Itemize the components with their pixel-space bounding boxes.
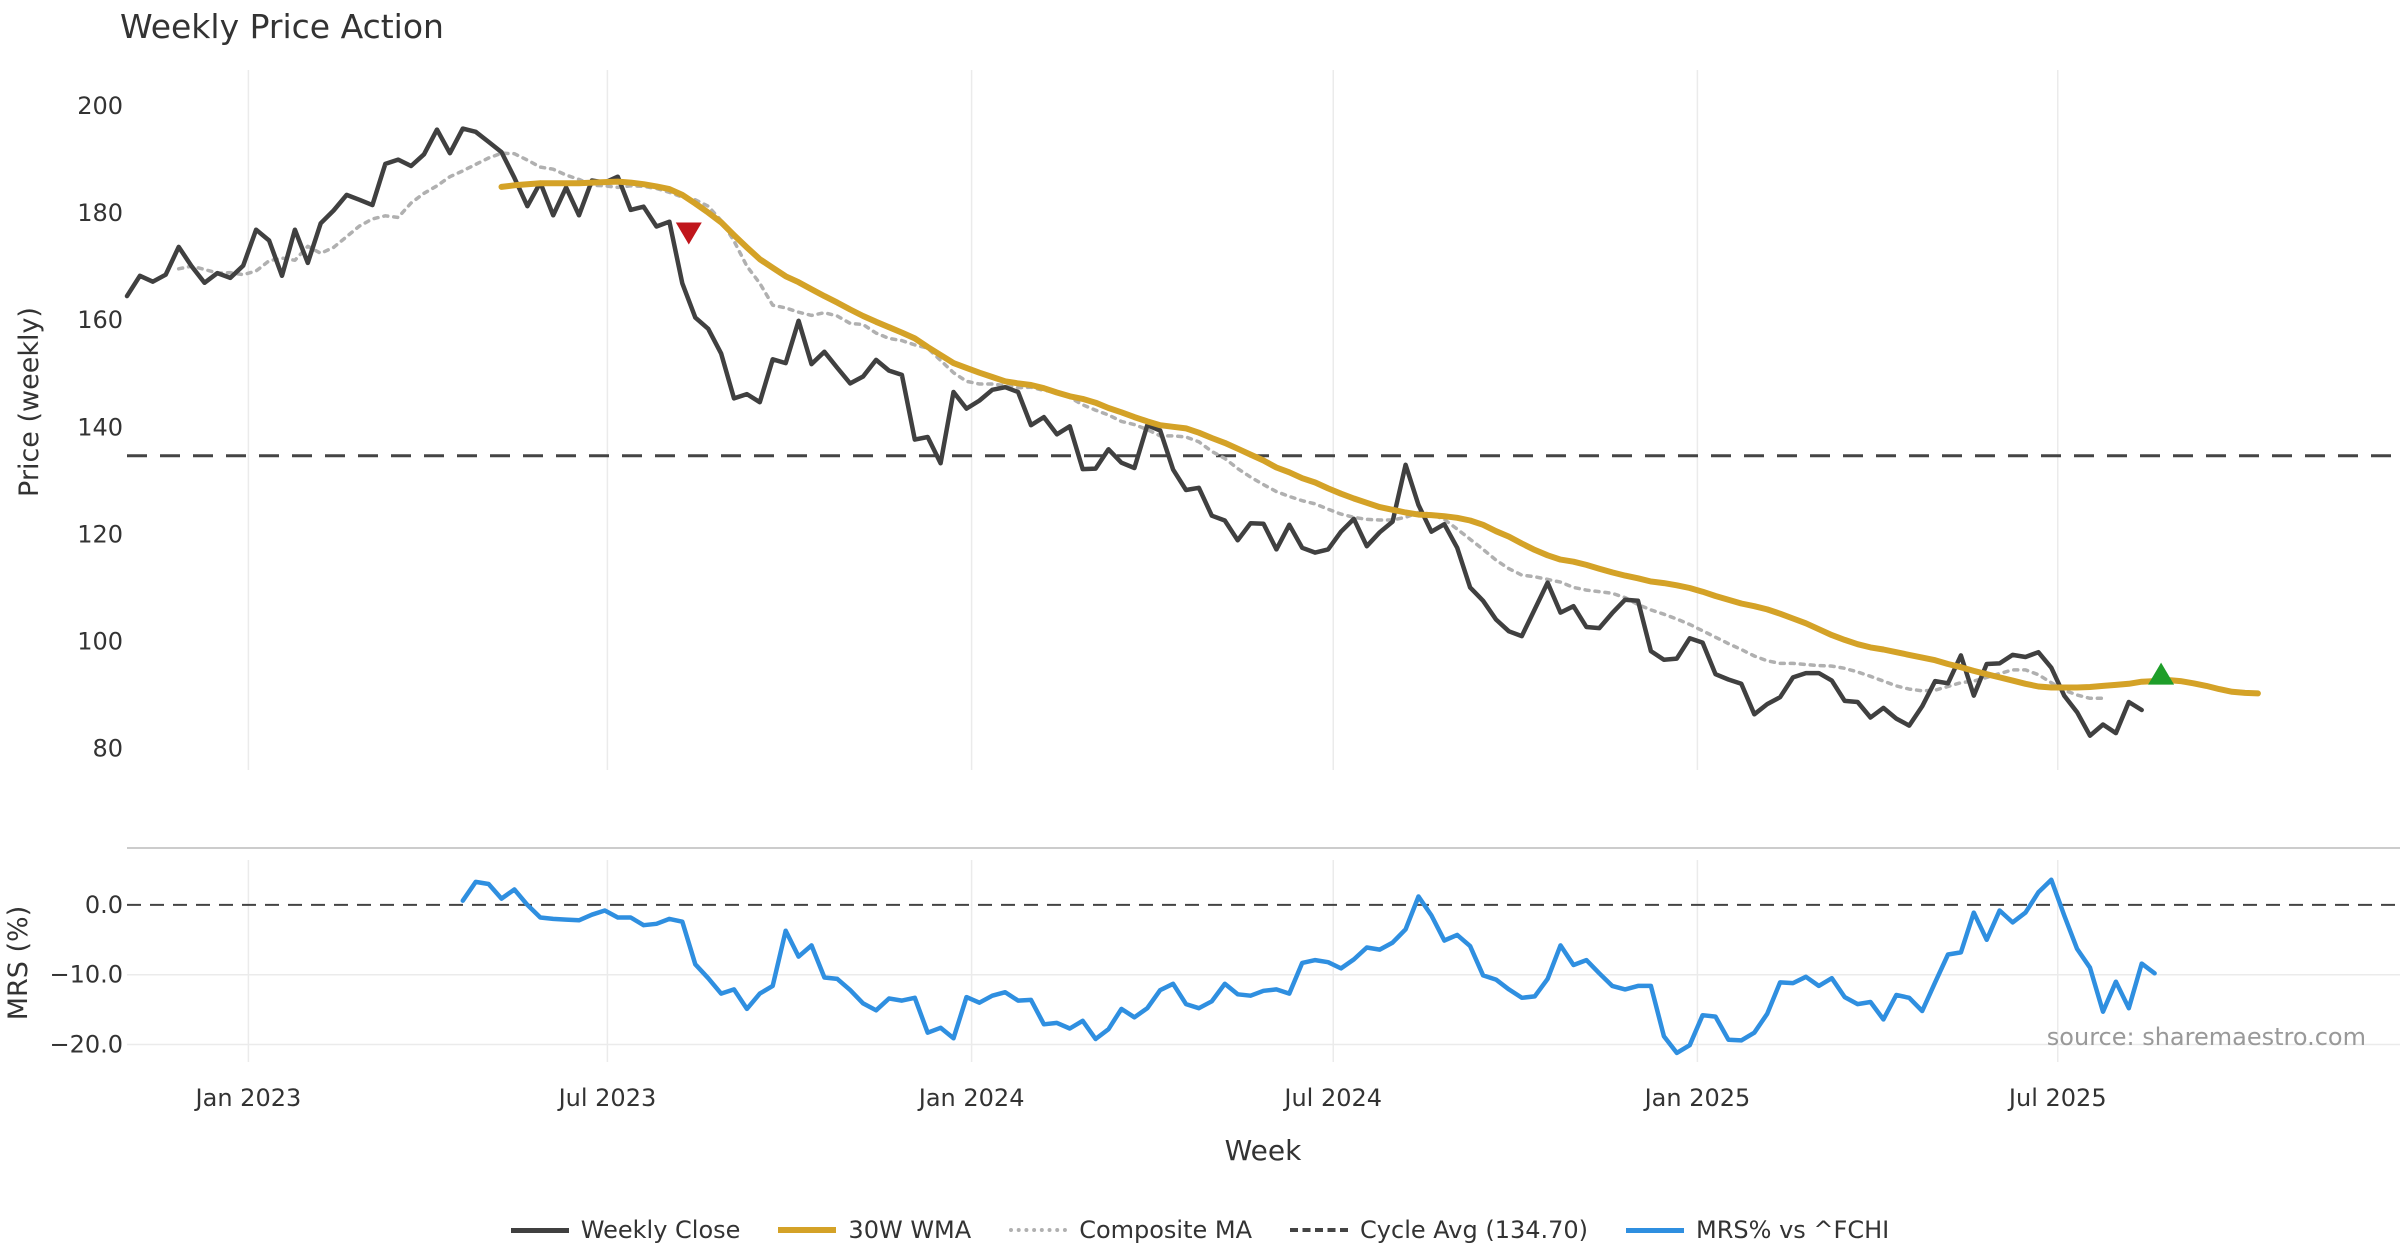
mrs-y-tick-label: −10.0	[49, 961, 123, 989]
chart-title: Weekly Price Action	[120, 7, 444, 46]
mrs-y-axis-label: MRS (%)	[3, 906, 34, 1021]
x-tick-label: Jul 2023	[557, 1084, 657, 1112]
legend: Weekly Close 30W WMA Composite MA Cycle …	[0, 1200, 2400, 1260]
price-series	[124, 126, 2261, 738]
x-tick-label: Jan 2024	[917, 1084, 1025, 1112]
legend-item-cycle-avg: Cycle Avg (134.70)	[1290, 1216, 1588, 1244]
legend-item-30w-wma: 30W WMA	[778, 1216, 971, 1244]
source-note: source: sharemaestro.com	[2047, 1023, 2366, 1051]
price-y-tick-label: 140	[77, 413, 123, 441]
legend-swatch-30w-wma	[778, 1227, 837, 1233]
mrs-y-axis: 0.0 −10.0 −20.0	[49, 891, 123, 1059]
legend-swatch-composite-ma	[1009, 1228, 1068, 1232]
price-y-axis: 80 100 120 140 160 180 200	[77, 92, 123, 763]
mrs-y-tick-label: 0.0	[85, 891, 123, 919]
legend-label-mrs: MRS% vs ^FCHI	[1696, 1216, 1890, 1244]
price-y-tick-label: 180	[77, 199, 123, 227]
legend-item-composite-ma: Composite MA	[1009, 1216, 1252, 1244]
x-tick-label: Jul 2025	[2007, 1084, 2107, 1112]
price-y-tick-label: 80	[92, 735, 123, 763]
chart-canvas: Weekly Price Action 80 100 120 140 160 180 200…	[3, 7, 2400, 1167]
legend-swatch-cycle-avg	[1290, 1228, 1349, 1232]
legend-label-30w-wma: 30W WMA	[848, 1216, 972, 1244]
signal-markers	[675, 222, 2175, 685]
mrs-y-tick-label: −20.0	[49, 1031, 123, 1059]
x-tick-label: Jan 2025	[1643, 1084, 1751, 1112]
x-tick-label: Jan 2023	[194, 1084, 302, 1112]
legend-label-composite-ma: Composite MA	[1079, 1216, 1253, 1244]
series-line-composite-ma	[176, 151, 2105, 701]
series-line-mrs-vs-fchi	[460, 877, 2157, 1056]
series-line-30w-wma	[498, 178, 2261, 697]
legend-label-cycle-avg: Cycle Avg (134.70)	[1360, 1216, 1589, 1244]
price-y-tick-label: 120	[77, 520, 123, 548]
price-y-axis-label: Price (weekly)	[14, 307, 45, 497]
mrs-series	[460, 877, 2157, 1056]
x-axis-ticks: Jan 2023 Jul 2023 Jan 2024 Jul 2024 Jan 2025…	[194, 1084, 2107, 1112]
sell-signal-marker	[675, 222, 702, 245]
buy-signal-marker	[2148, 662, 2175, 685]
legend-item-weekly-close: Weekly Close	[510, 1216, 741, 1244]
price-y-tick-label: 200	[77, 92, 123, 120]
legend-swatch-mrs	[1626, 1227, 1685, 1233]
legend-item-mrs: MRS% vs ^FCHI	[1626, 1216, 1889, 1244]
price-y-tick-label: 160	[77, 306, 123, 334]
legend-label-weekly-close: Weekly Close	[580, 1216, 741, 1244]
series-line-weekly-close	[124, 126, 2144, 738]
legend-swatch-weekly-close	[510, 1227, 569, 1233]
x-axis-label: Week	[1225, 1134, 1302, 1167]
x-tick-label: Jul 2024	[1282, 1084, 1382, 1112]
price-y-tick-label: 100	[77, 627, 123, 655]
